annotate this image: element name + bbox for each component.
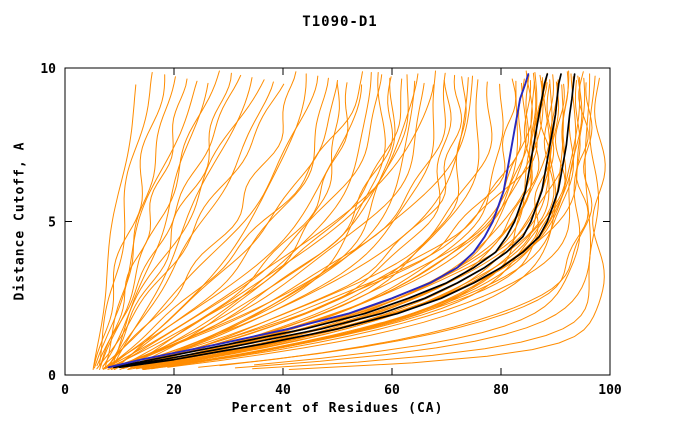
model-curve-orange bbox=[151, 73, 577, 370]
model-curve-orange bbox=[107, 72, 446, 370]
model-curve-orange bbox=[234, 73, 591, 369]
chart-title: T1090-D1 bbox=[302, 14, 378, 30]
model-curve-orange bbox=[254, 80, 581, 366]
model-curve-orange bbox=[170, 82, 551, 367]
model-curve-orange bbox=[113, 73, 419, 370]
x-tick-label: 40 bbox=[275, 383, 291, 398]
model-curve-orange bbox=[146, 81, 535, 367]
model-curve-orange bbox=[127, 77, 469, 367]
x-tick-label: 20 bbox=[166, 383, 182, 398]
y-tick-label: 10 bbox=[40, 62, 56, 77]
model-curve-orange bbox=[135, 82, 527, 368]
model-curve-orange bbox=[105, 71, 363, 370]
model-curve-orange bbox=[96, 74, 242, 367]
model-curve-orange bbox=[103, 71, 297, 370]
model-curve-orange bbox=[99, 78, 188, 368]
y-axis-label: Distance Cutoff, A bbox=[12, 141, 28, 301]
model-curve-orange bbox=[135, 80, 416, 368]
model-curve-orange bbox=[119, 75, 473, 366]
model-curve-orange bbox=[93, 80, 198, 369]
model-curve-orange bbox=[110, 82, 209, 370]
best-model-curve-black bbox=[118, 73, 576, 369]
model-curve-orange bbox=[179, 79, 559, 366]
model-curve-orange bbox=[142, 74, 543, 370]
x-tick-label: 0 bbox=[61, 383, 69, 398]
model-curve-orange bbox=[134, 78, 517, 367]
x-tick-label: 80 bbox=[493, 383, 509, 398]
model-curve-orange bbox=[130, 82, 340, 368]
model-curve-orange bbox=[96, 83, 285, 370]
model-curve-orange bbox=[155, 72, 538, 369]
model-curve-orange bbox=[92, 84, 137, 370]
model-curve-orange bbox=[122, 81, 493, 368]
best-model-curve-black bbox=[113, 73, 549, 369]
y-tick-label: 0 bbox=[48, 369, 56, 384]
model-curve-orange bbox=[219, 82, 593, 367]
x-tick-label: 60 bbox=[384, 383, 400, 398]
model-curve-orange bbox=[107, 81, 274, 369]
x-tick-label: 100 bbox=[598, 383, 622, 398]
model-curve-orange bbox=[124, 72, 548, 369]
model-curve-orange bbox=[134, 80, 452, 367]
model-curve-orange bbox=[288, 77, 606, 370]
model-curve-orange bbox=[137, 77, 396, 367]
model-curve-orange bbox=[122, 72, 386, 370]
model-curve-orange bbox=[148, 80, 518, 367]
model-curve-orange bbox=[102, 75, 319, 367]
x-axis-label: Percent of Residues (CA) bbox=[231, 401, 444, 416]
y-tick-label: 5 bbox=[48, 216, 56, 231]
model-curve-orange bbox=[115, 82, 425, 369]
model-curve-orange bbox=[143, 75, 583, 370]
model-curve-orange bbox=[99, 72, 153, 366]
model-curve-orange bbox=[161, 83, 566, 368]
model-curve-orange bbox=[142, 74, 555, 370]
model-curve-orange bbox=[107, 80, 338, 368]
model-curve-orange bbox=[198, 71, 589, 368]
model-curve-orange bbox=[136, 78, 525, 366]
model-curve-orange bbox=[105, 84, 434, 369]
model-curve-orange bbox=[102, 84, 363, 370]
model-curve-orange bbox=[125, 76, 394, 367]
model-curve-orange bbox=[159, 83, 555, 367]
model-curve-orange bbox=[110, 74, 409, 370]
model-curve-orange bbox=[148, 79, 480, 367]
model-curve-orange bbox=[119, 72, 372, 370]
model-curve-orange bbox=[143, 82, 558, 367]
best-model-curve-black bbox=[113, 73, 562, 369]
model-curve-orange bbox=[252, 75, 599, 370]
model-curve-orange bbox=[112, 77, 253, 367]
highlight-model-curve-blue bbox=[107, 73, 530, 369]
model-curve-orange bbox=[93, 74, 166, 367]
model-curve-orange bbox=[167, 84, 564, 368]
model-curve-orange bbox=[127, 77, 581, 370]
model-curve-orange bbox=[141, 83, 504, 369]
model-curve-orange bbox=[102, 79, 265, 368]
model-curve-orange bbox=[164, 77, 586, 366]
